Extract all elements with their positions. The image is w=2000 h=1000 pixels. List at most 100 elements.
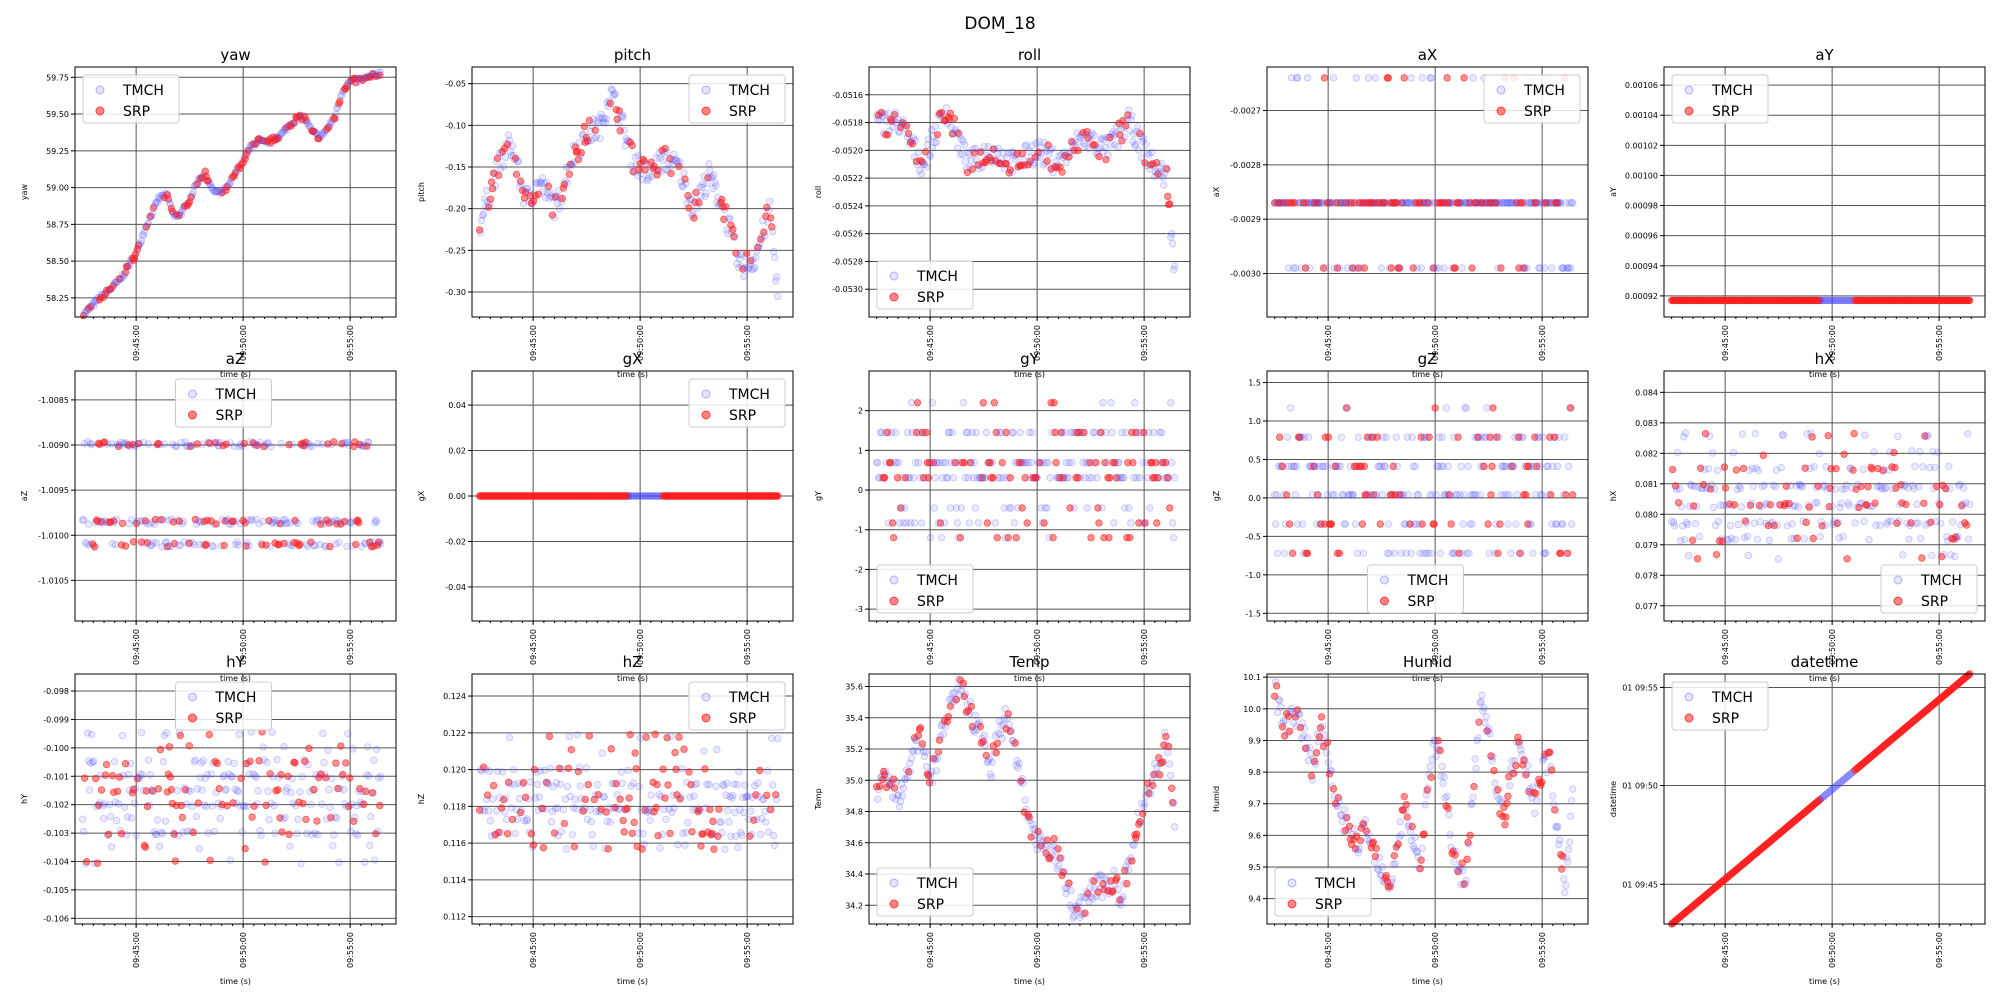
point-tmch <box>1170 799 1178 807</box>
point-tmch <box>682 179 690 188</box>
legend-marker <box>1684 106 1694 116</box>
points <box>872 399 1179 542</box>
point-srp <box>1668 465 1677 474</box>
point-tmch <box>144 440 153 448</box>
point-tmch <box>663 148 671 156</box>
point-tmch <box>1062 158 1070 167</box>
point-tmch <box>1107 399 1115 407</box>
y-tick-label: 0.077 <box>1635 602 1658 611</box>
point-tmch <box>319 729 327 738</box>
point-tmch <box>618 779 626 788</box>
point-tmch <box>106 812 115 821</box>
point-tmch <box>1284 264 1293 272</box>
point-tmch <box>1101 143 1109 152</box>
point-tmch <box>1839 532 1847 541</box>
point-srp <box>1808 433 1816 441</box>
point-srp <box>1004 710 1012 718</box>
point-srp <box>1302 199 1311 207</box>
point-srp <box>950 114 959 123</box>
x-tick-label: 09:45:00 <box>132 932 141 968</box>
point-srp <box>1026 157 1034 166</box>
y-tick-label: 0.04 <box>448 401 466 410</box>
point-srp <box>1850 429 1858 438</box>
legend: TMCH SRP <box>82 74 180 124</box>
subplot-title: gZ <box>1418 350 1438 368</box>
point-tmch <box>329 842 337 850</box>
point-tmch <box>1507 549 1515 558</box>
point-tmch <box>644 175 652 183</box>
point-srp <box>285 830 293 839</box>
point-tmch <box>1146 504 1154 512</box>
x-tick-label: 09:45:00 <box>132 325 141 361</box>
point-tmch <box>1895 517 1903 526</box>
point-srp <box>729 225 737 234</box>
point-srp <box>585 116 594 125</box>
legend-marker <box>95 106 105 116</box>
point-tmch <box>210 827 218 836</box>
point-tmch <box>1418 74 1426 82</box>
point-tmch <box>325 785 333 794</box>
point-tmch <box>906 767 915 776</box>
point-tmch <box>89 757 98 765</box>
point-tmch <box>1093 144 1101 152</box>
point-tmch <box>928 144 937 152</box>
legend-label: SRP <box>216 711 243 727</box>
point-srp <box>108 771 117 780</box>
point-tmch <box>1015 759 1023 768</box>
point-srp <box>767 805 775 814</box>
y-tick-label: -0.0029 <box>1230 215 1261 224</box>
x-tick-label: 09:55:00 <box>1935 629 1944 665</box>
point-tmch <box>1141 800 1149 808</box>
point-tmch <box>1088 129 1096 137</box>
y-tick-label: 1 <box>858 446 863 455</box>
point-srp <box>1936 501 1944 509</box>
point-tmch <box>1695 532 1704 541</box>
point-srp <box>322 774 330 782</box>
point-tmch <box>919 160 928 169</box>
point-tmch <box>1136 474 1144 482</box>
point-tmch <box>195 845 203 853</box>
point-tmch <box>755 243 763 251</box>
point-tmch <box>1125 106 1133 114</box>
point-tmch <box>1305 264 1314 272</box>
point-tmch <box>967 156 976 164</box>
point-tmch <box>1305 743 1314 752</box>
point-tmch <box>257 831 265 839</box>
point-srp <box>1050 834 1058 843</box>
point-srp <box>1149 781 1157 790</box>
point-tmch <box>671 155 679 163</box>
x-tick-label: 09:45:00 <box>926 325 935 361</box>
y-tick-label: -1.0105 <box>38 576 69 585</box>
point-tmch <box>994 144 1002 153</box>
point-srp <box>1092 458 1100 467</box>
point-srp <box>1447 520 1455 528</box>
point-tmch <box>127 814 136 822</box>
point-srp <box>215 784 223 793</box>
point-tmch <box>1291 264 1300 272</box>
point-srp <box>278 828 286 836</box>
point-tmch <box>717 818 725 827</box>
point-srp <box>1418 520 1426 528</box>
point-tmch <box>1125 504 1133 512</box>
point-srp <box>503 140 512 149</box>
point-tmch <box>1336 462 1345 471</box>
point-srp <box>343 82 351 90</box>
point-srp <box>583 137 592 145</box>
point-srp <box>989 145 997 153</box>
point-srp <box>1012 533 1020 542</box>
point-srp <box>1489 404 1497 412</box>
point-tmch <box>1075 138 1083 146</box>
point-srp <box>888 519 897 527</box>
point-tmch <box>769 781 777 789</box>
point-tmch <box>761 232 769 240</box>
legend-label: SRP <box>729 711 756 727</box>
point-srp <box>1824 431 1832 440</box>
point-tmch <box>1924 431 1932 439</box>
plot-frame <box>74 66 397 318</box>
point-srp <box>1129 458 1137 467</box>
point-srp <box>747 257 755 265</box>
point-srp <box>1044 141 1052 149</box>
point-tmch <box>990 145 998 153</box>
point-tmch <box>974 519 983 527</box>
point-tmch <box>590 134 598 143</box>
